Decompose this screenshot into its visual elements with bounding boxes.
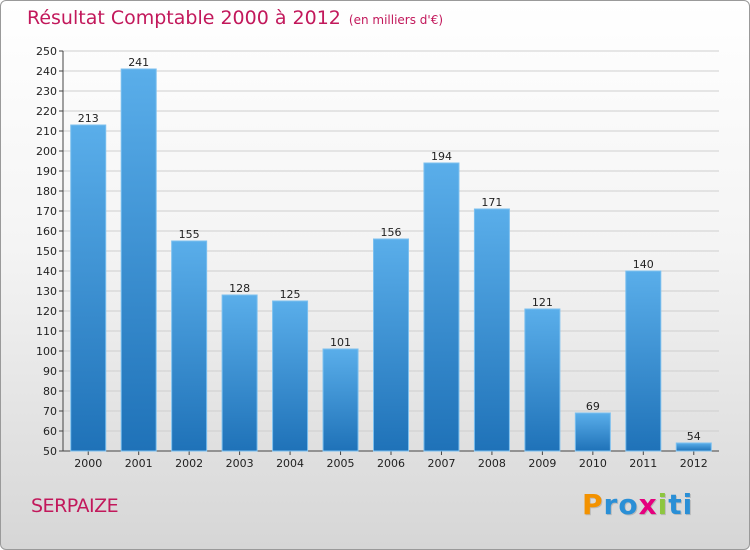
y-tick-label: 70 [43,405,57,418]
logo-letter: x [638,488,658,521]
y-tick-label: 240 [36,65,57,78]
x-tick-label: 2004 [276,457,304,470]
value-label: 241 [128,56,149,69]
value-label: 213 [78,112,99,125]
bar-2009 [524,308,561,452]
y-tick-label: 130 [36,285,57,298]
y-tick-label: 80 [43,385,57,398]
x-tick-label: 2012 [680,457,708,470]
x-tick-label: 2007 [427,457,455,470]
x-tick-label: 2002 [175,457,203,470]
proxiti-logo: Proxiti [582,488,693,521]
bar-2012 [675,442,712,452]
logo-letter: t [668,488,683,521]
x-tick-label: 2003 [226,457,254,470]
y-tick-label: 170 [36,205,57,218]
bar-2006 [373,238,409,452]
x-tick-label: 2000 [74,457,102,470]
chart-title-text: Résultat Comptable 2000 à 2012 [27,7,341,29]
value-label: 101 [330,336,351,349]
bars [70,68,712,452]
bar-2000 [70,124,107,452]
logo-letter: i [657,488,669,521]
y-tick-label: 160 [36,225,57,238]
y-tick-label: 60 [43,425,57,438]
y-tick-label: 250 [36,45,57,58]
y-tick-label: 190 [36,165,57,178]
logo-letter: r [603,488,619,521]
logo-letter: i [682,488,694,521]
value-label: 128 [229,282,250,295]
y-tick-label: 110 [36,325,57,338]
y-tick-label: 180 [36,185,57,198]
x-tick-label: 2009 [528,457,556,470]
value-label: 155 [179,228,200,241]
y-tick-label: 220 [36,105,57,118]
value-label: 121 [532,296,553,309]
chart-subtitle: (en milliers d'€) [348,13,444,27]
value-label: 194 [431,150,452,163]
value-label: 125 [280,288,301,301]
bar-2008 [473,208,510,452]
y-tick-label: 90 [43,365,57,378]
bar-2004 [272,300,309,452]
x-tick-label: 2008 [478,457,506,470]
y-tick-label: 210 [36,125,57,138]
x-tick-label: 2005 [327,457,355,470]
x-tick-label: 2010 [579,457,607,470]
y-tick-label: 100 [36,345,57,358]
y-tick-label: 200 [36,145,57,158]
value-label: 171 [481,196,502,209]
x-tick-label: 2006 [377,457,405,470]
axes: 50 60 70 80 90 100 110 120 130 140 150 160 170 180 190… [36,45,719,458]
logo-letter: P [582,488,604,521]
bar-2007 [423,162,460,452]
entity-name: SERPAIZE [31,495,119,517]
y-tick-label: 150 [36,245,57,258]
y-tick-label: 230 [36,85,57,98]
value-label: 140 [633,258,654,271]
bar-2010 [574,412,611,452]
bar-2001 [120,68,157,452]
value-label: 54 [687,430,701,443]
y-tick-label: 120 [36,305,57,318]
value-label: 156 [381,226,402,239]
chart-title: Résultat Comptable 2000 à 2012 (en millie… [27,7,443,29]
logo-letter: o [618,488,639,521]
bar-2002 [171,240,208,452]
bar-2003 [221,294,258,452]
labels: 2000 213 2001 241 2002 155 2003 128 2004 125 2005 1… [74,56,708,470]
x-tick-label: 2001 [125,457,153,470]
x-tick-label: 2011 [629,457,657,470]
y-tick-label: 50 [43,445,57,458]
bar-2005 [322,348,359,452]
value-label: 69 [586,400,600,413]
y-tick-label: 140 [36,265,57,278]
bar-2011 [625,270,662,452]
